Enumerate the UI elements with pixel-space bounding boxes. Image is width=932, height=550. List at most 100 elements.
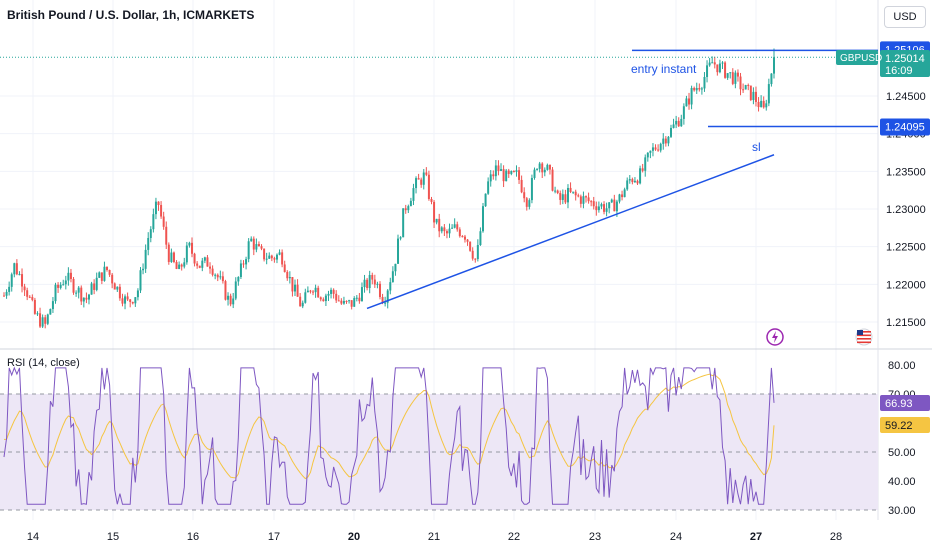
candle-body: [41, 317, 44, 327]
candle-body: [654, 147, 657, 150]
candle-body: [706, 65, 709, 77]
candle-body: [711, 62, 714, 64]
candle-body: [667, 136, 670, 144]
candle-body: [541, 163, 544, 173]
candle-body: [216, 274, 219, 278]
current-price-tag-box: [880, 50, 930, 77]
candle-body: [672, 124, 675, 128]
candle-body: [85, 297, 88, 300]
candle-body: [721, 62, 724, 64]
candle-body: [57, 284, 60, 288]
rsi-tick-label: 30.00: [888, 505, 916, 517]
candle-body: [103, 266, 106, 281]
candle-body: [196, 263, 199, 266]
candle-body: [100, 272, 103, 281]
candle-body: [98, 272, 101, 278]
candle-body: [46, 314, 49, 324]
candle-body: [90, 283, 93, 295]
candle-body: [301, 302, 304, 307]
candle-body: [139, 270, 142, 291]
symbol-tag-box: [836, 50, 878, 65]
lightning-icon-ring: [766, 328, 784, 346]
candle-body: [551, 169, 554, 191]
candle-body: [736, 72, 739, 77]
candle-body: [422, 172, 425, 185]
candle-body: [533, 169, 536, 178]
candle-body: [767, 84, 770, 104]
x-tick-label: 24: [670, 531, 682, 543]
candle-body: [559, 193, 562, 200]
candle-body: [108, 269, 111, 275]
candle-body: [224, 281, 227, 300]
candle-body: [378, 283, 381, 298]
candle-body: [569, 187, 572, 192]
candle-body: [677, 120, 680, 127]
candle-body: [685, 98, 688, 107]
candle-body: [129, 299, 132, 302]
candle-body: [618, 194, 621, 202]
candle-body: [263, 248, 266, 260]
candle-body: [463, 236, 466, 240]
candle-body: [211, 268, 214, 275]
candle-body: [227, 295, 230, 300]
candle-body: [397, 238, 400, 264]
candle-body: [75, 292, 78, 294]
symbol-title[interactable]: British Pound / U.S. Dollar, 1h, ICMARKE…: [7, 8, 255, 22]
candle-body: [631, 179, 634, 183]
candle-body: [283, 264, 286, 272]
candle-body: [376, 283, 379, 285]
candle-body: [304, 292, 307, 303]
y-tick-label: 1.21500: [886, 317, 926, 329]
candle-body: [433, 201, 436, 223]
candle-body: [134, 297, 137, 304]
sl-annotation: sl: [752, 140, 761, 154]
candle-body: [546, 164, 549, 170]
candle-body: [695, 87, 698, 91]
candle-body: [353, 298, 356, 307]
candle-body: [95, 277, 98, 290]
candle-body: [221, 276, 224, 282]
candle-body: [239, 263, 242, 277]
candle-body: [319, 297, 322, 300]
candle-body: [664, 138, 667, 144]
drawings[interactable]: entry instant sl: [0, 49, 878, 346]
candle-body: [113, 283, 116, 290]
candle-body: [500, 169, 503, 171]
y-tick-label: 1.22500: [886, 242, 926, 254]
candle-body: [636, 180, 639, 184]
candle-body: [291, 277, 294, 292]
rsi-line: [3, 366, 775, 505]
candle-body: [402, 208, 405, 238]
candle-body: [456, 224, 459, 230]
candle-body: [518, 170, 521, 180]
candle-body: [15, 263, 18, 275]
lightning-icon-bolt: [772, 331, 778, 343]
rsi-tick-label: 80.00: [888, 360, 916, 372]
candle-body: [170, 252, 173, 262]
x-tick-label: 22: [508, 531, 520, 543]
rsi-indicator-label[interactable]: RSI (14, close): [7, 357, 80, 369]
candle-body: [286, 271, 289, 279]
candle-body: [366, 279, 369, 289]
candle-body: [190, 242, 193, 254]
candle-body: [332, 289, 335, 294]
candle-body: [64, 280, 67, 285]
candle-body: [592, 201, 595, 207]
candle-body: [44, 317, 47, 324]
candle-body: [234, 281, 237, 299]
candle-body: [26, 290, 29, 297]
candle-body: [275, 254, 278, 260]
us-flag-icon-stripe: [857, 334, 871, 337]
candle-body: [335, 293, 338, 301]
rsi-pane: [0, 366, 878, 511]
candle-body: [742, 89, 745, 91]
candle-body: [49, 309, 52, 315]
currency-button[interactable]: USD: [884, 6, 926, 28]
candle-body: [651, 147, 654, 151]
candle-body: [268, 255, 271, 259]
candle-body: [608, 202, 611, 209]
candle-body: [250, 238, 253, 242]
rsi-tick-label: 50.00: [888, 447, 916, 459]
candle-body: [626, 180, 629, 190]
